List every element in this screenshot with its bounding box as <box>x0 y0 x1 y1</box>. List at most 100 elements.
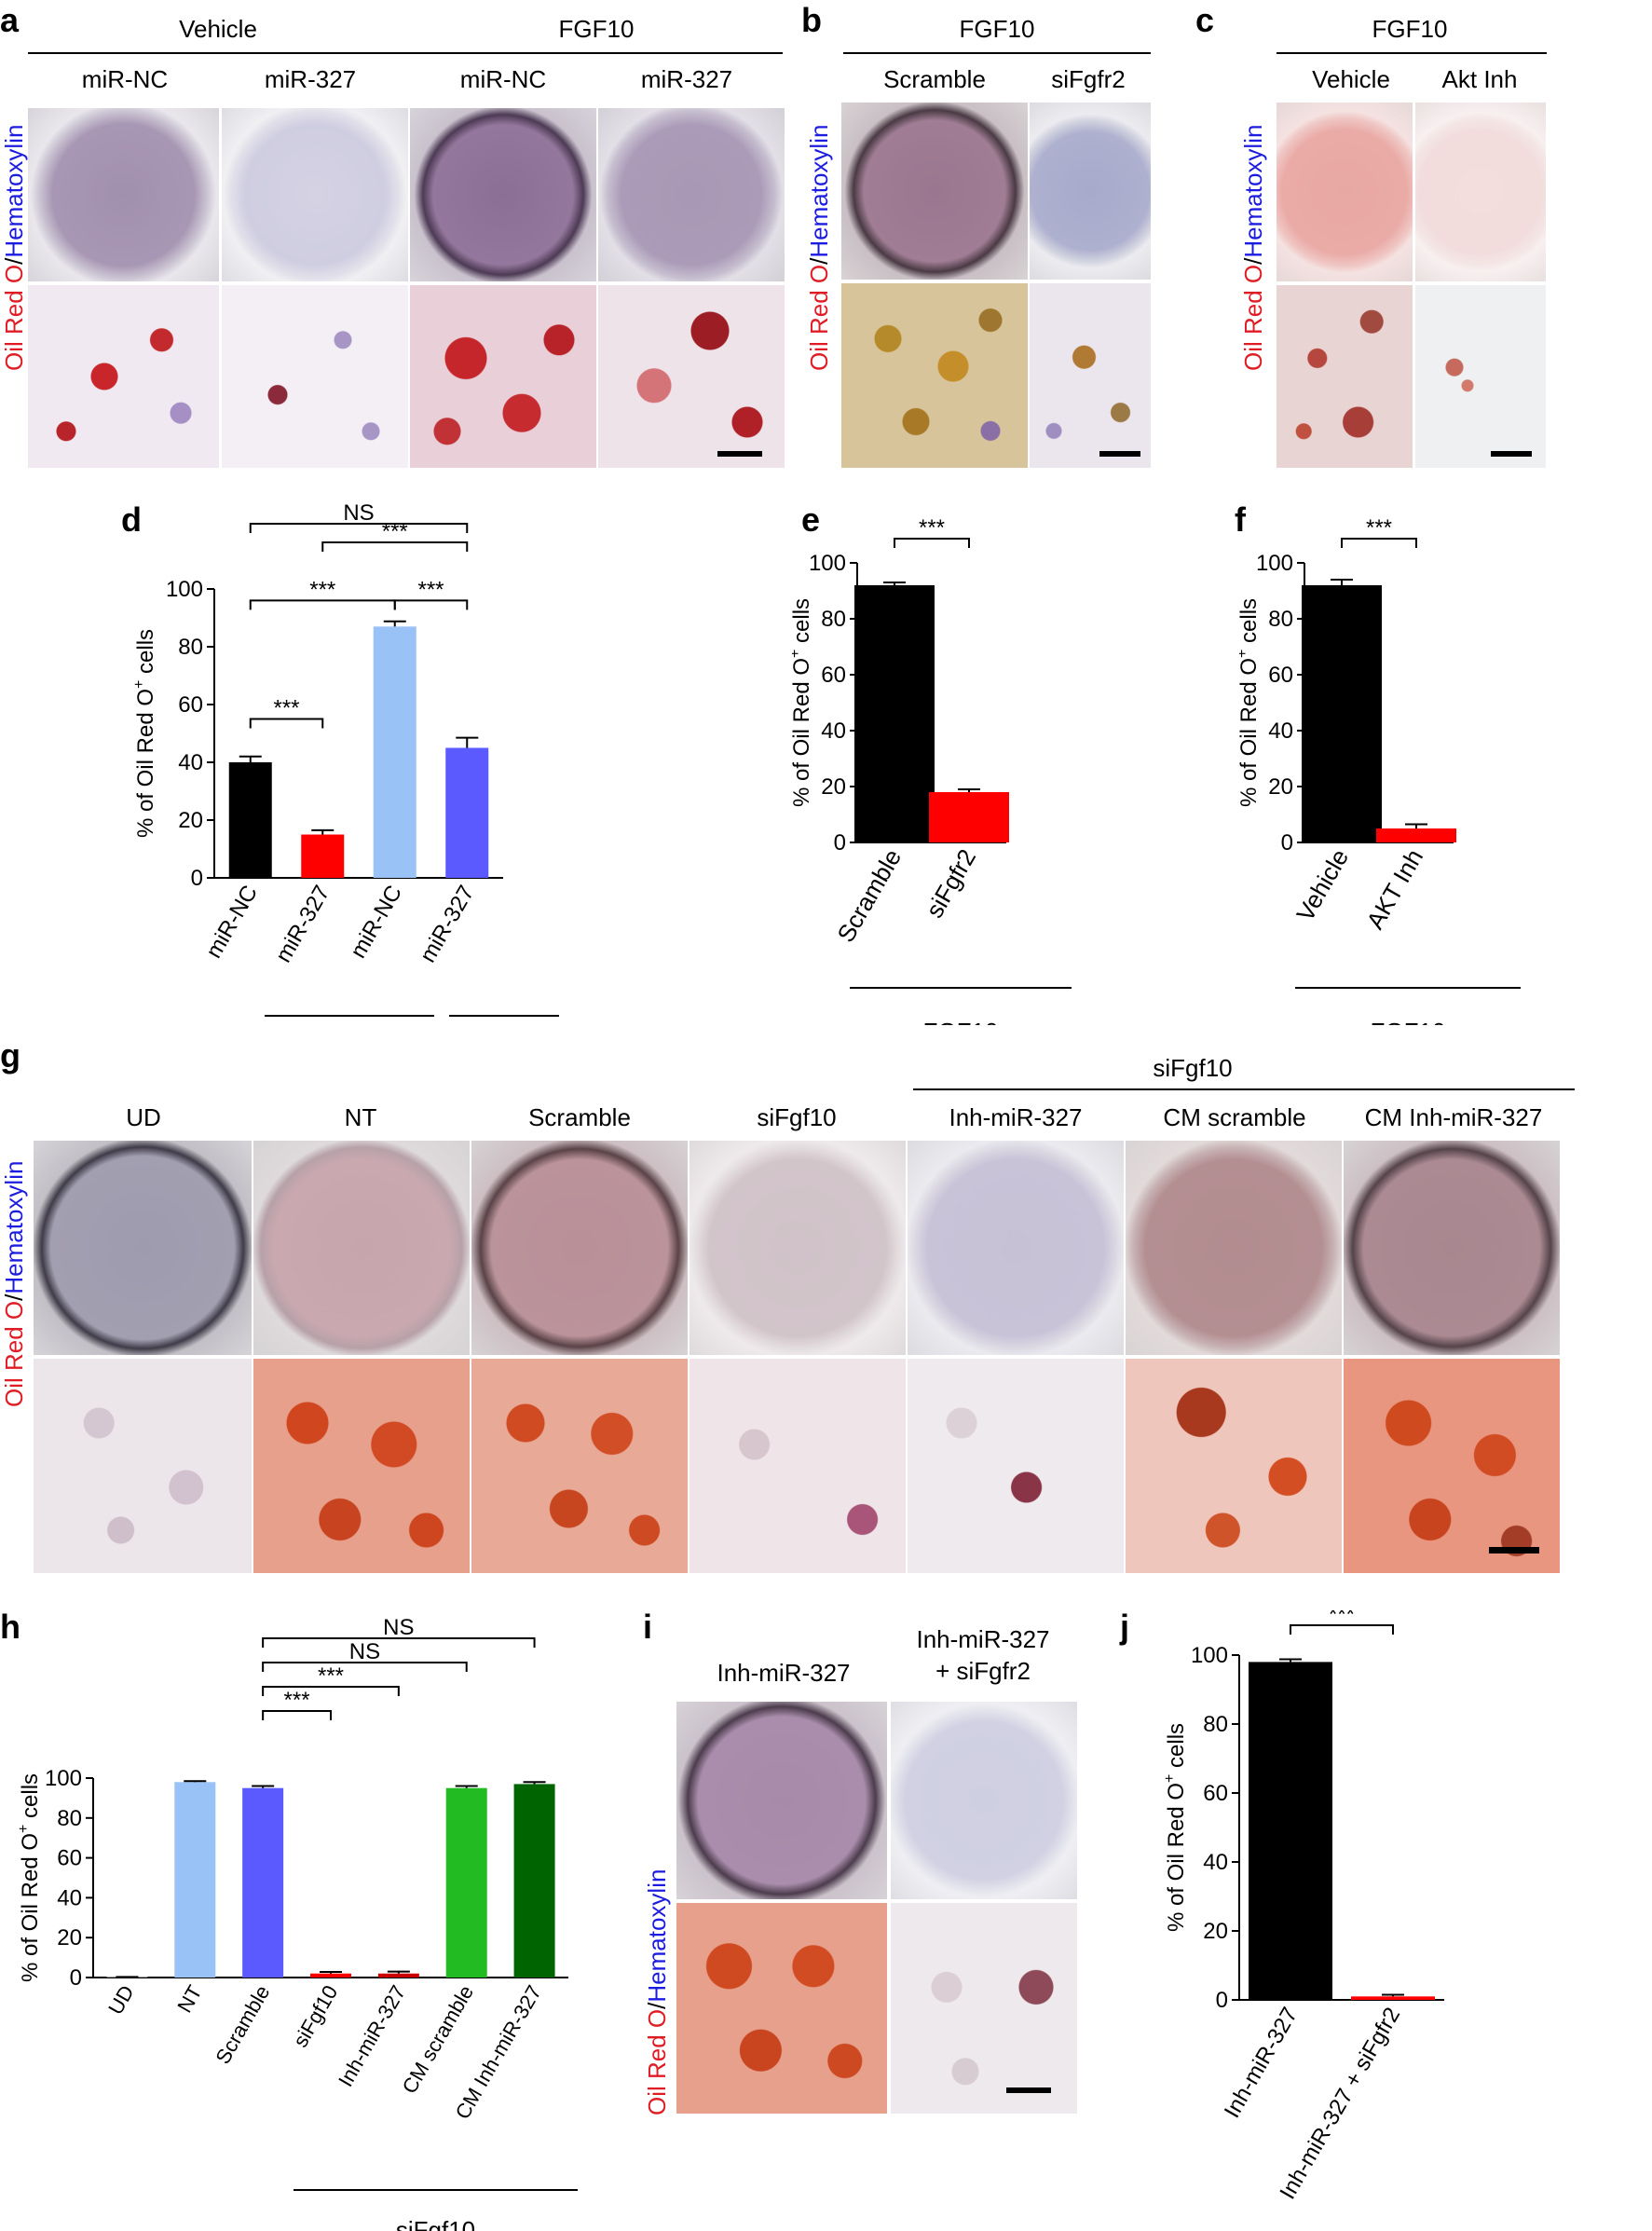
y-tick-label: 20 <box>57 1925 82 1950</box>
column-label-i2a: Inh-miR-327 <box>916 1625 1050 1653</box>
y-tick-label: 40 <box>821 719 846 744</box>
column-label-g7: CM Inh-miR-327 <box>1364 1103 1543 1131</box>
micrograph-g4 <box>689 1359 906 1573</box>
well-image-a1 <box>28 108 219 281</box>
significance-bracket <box>249 718 324 729</box>
y-tick-label: 80 <box>178 635 203 660</box>
well-image-a3 <box>410 108 596 281</box>
x-tick-label: miR-327 <box>271 882 335 967</box>
significance-label: *** <box>1329 1610 1355 1627</box>
x-tick-label: AKT Inh <box>1360 844 1428 934</box>
y-tick-label: 0 <box>191 866 203 891</box>
group-label: siFgf10 <box>396 2216 475 2231</box>
y-axis-label: % of Oil Red O+ cells <box>131 629 158 838</box>
well-image-g5 <box>908 1141 1124 1355</box>
significance-label: *** <box>284 1688 310 1713</box>
micrograph-g6 <box>1126 1359 1342 1573</box>
x-tick-label: Inh-miR-327 + siFgfr2 <box>1275 2004 1405 2204</box>
bar <box>373 626 416 878</box>
well-image-g3 <box>471 1141 688 1355</box>
group-label-fgf10-a: FGF10 <box>558 15 635 43</box>
significance-label: *** <box>1366 515 1392 541</box>
well-image-b1 <box>841 103 1028 280</box>
group-label-fgf10-b: FGF10 <box>959 15 1035 43</box>
stain-label-c: Oil Red O/Hematoxylin <box>1239 124 1267 371</box>
micrograph-a4 <box>598 285 785 468</box>
significance-bracket <box>1290 1624 1394 1635</box>
stain-label-a: Oil Red O/Hematoxylin <box>0 124 28 371</box>
significance-label: NS <box>349 1639 380 1664</box>
y-tick-label: 60 <box>1203 1781 1228 1806</box>
y-tick-label: 60 <box>1268 663 1293 688</box>
y-tick-label: 80 <box>57 1806 82 1831</box>
column-label-g6: CM scramble <box>1163 1103 1306 1131</box>
column-label-a2: miR-327 <box>264 65 357 93</box>
bar <box>377 1973 419 1978</box>
panel-label-h: h <box>0 1608 20 1646</box>
y-tick-label: 20 <box>821 774 846 800</box>
micrograph-i2 <box>891 1903 1077 2114</box>
panel-label-d: d <box>121 500 142 539</box>
column-label-a3: miR-NC <box>459 65 547 93</box>
y-tick-label: 100 <box>1256 551 1293 576</box>
bar <box>1351 1996 1435 2000</box>
y-tick-label: 60 <box>178 692 203 718</box>
x-tick-label: miR-NC <box>346 882 407 963</box>
micrograph-g5 <box>908 1359 1124 1573</box>
bar <box>228 762 272 878</box>
y-tick-label: 40 <box>1203 1850 1228 1875</box>
group-label-sifgf10-g: siFgf10 <box>1153 1054 1233 1082</box>
column-label-g4: siFgf10 <box>757 1103 837 1131</box>
column-label-a4: miR-327 <box>640 65 733 93</box>
bar <box>445 747 489 878</box>
x-tick-label: siFgf10 <box>289 1981 343 2051</box>
bar <box>929 792 1009 842</box>
group-label: FGF10 <box>923 1018 999 1025</box>
group-line-fgf10-c <box>1277 52 1547 54</box>
y-tick-label: 60 <box>57 1846 82 1871</box>
group-label-vehicle: Vehicle <box>179 15 257 43</box>
well-image-b2 <box>1030 103 1151 280</box>
x-tick-label: Scramble <box>211 1981 274 2068</box>
stain-label-g: Oil Red O/Hematoxylin <box>0 1160 28 1407</box>
significance-bracket <box>249 523 469 533</box>
column-label-g1: UD <box>126 1103 161 1131</box>
scale-bar-b <box>1099 451 1140 457</box>
x-tick-label: NT <box>172 1981 206 2017</box>
group-line-fgf10-a <box>410 52 783 54</box>
column-label-g3: Scramble <box>528 1103 631 1131</box>
micrograph-b2 <box>1030 283 1151 468</box>
panel-label-c: c <box>1195 1 1215 39</box>
bar <box>445 1787 487 1978</box>
y-tick-label: 100 <box>1191 1643 1228 1668</box>
stain-label-i: Oil Red O/Hematoxylin <box>643 1868 671 2115</box>
significance-bracket <box>262 1686 400 1696</box>
column-label-a1: miR-NC <box>81 65 169 93</box>
bar <box>310 1973 351 1978</box>
bar <box>174 1782 216 1978</box>
x-tick-label: Inh-miR-327 <box>334 1981 410 2090</box>
y-tick-label: 20 <box>1203 1919 1228 1944</box>
scale-bar-a <box>717 451 762 457</box>
scale-bar-i <box>1006 2087 1051 2093</box>
significance-bracket <box>1341 538 1417 548</box>
group-label: FGF10 <box>1371 1018 1446 1025</box>
x-tick-label: Inh-miR-327 <box>1220 2004 1303 2123</box>
panel-label-j: j <box>1120 1608 1130 1646</box>
chart-j: 0 20 40 60 80 100 % of Oil Red O+ cells Inh-miR… <box>1162 1610 1444 2204</box>
micrograph-c2 <box>1415 285 1546 468</box>
x-tick-label: miR-327 <box>416 882 480 967</box>
significance-label: *** <box>309 577 335 602</box>
column-label-i2b: + siFgfr2 <box>935 1657 1031 1685</box>
x-tick-label: Vehicle <box>1290 844 1354 926</box>
y-tick-label: 100 <box>45 1766 82 1791</box>
x-tick-label: Scramble <box>831 844 907 947</box>
panel-label-a: a <box>0 1 20 39</box>
chart-e: 0 20 40 60 80 100 % of Oil Red O+ cells Scrambl… <box>792 515 1072 1025</box>
significance-label: *** <box>318 1663 344 1689</box>
bar <box>242 1787 284 1978</box>
bar <box>301 834 345 878</box>
column-label-b2: siFgfr2 <box>1051 65 1126 93</box>
y-tick-label: 80 <box>821 607 846 632</box>
